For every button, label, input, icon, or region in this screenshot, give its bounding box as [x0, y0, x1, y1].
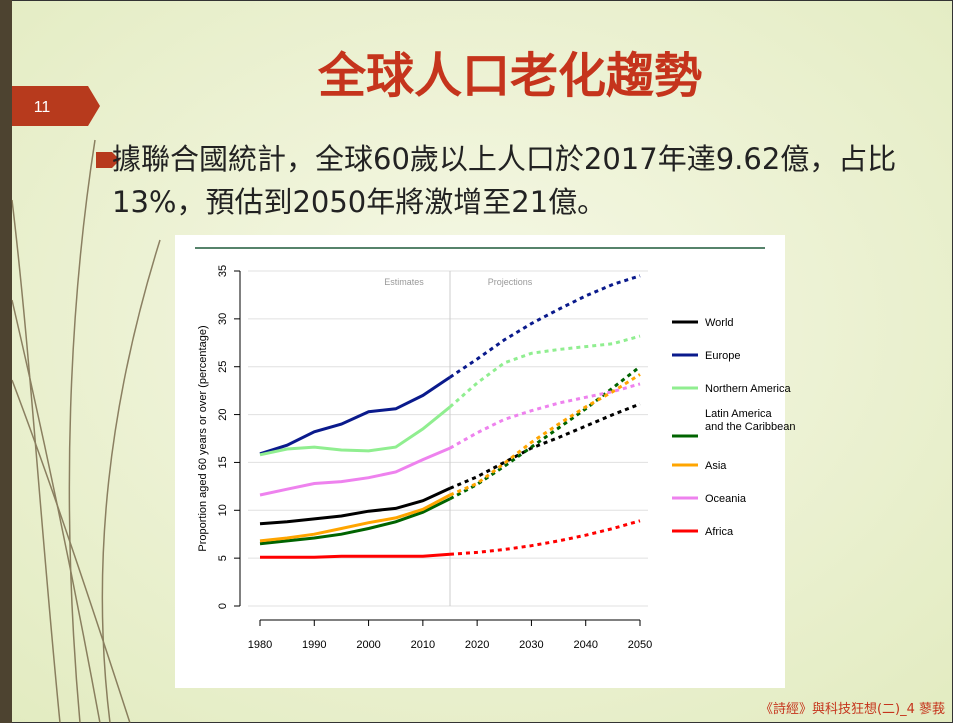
- slide-number: 11: [34, 99, 51, 116]
- bullet-marker: [96, 152, 120, 168]
- y-tick-label: 5: [217, 555, 229, 561]
- x-tick-label: 2030: [519, 639, 543, 651]
- x-tick-label: 1980: [248, 639, 272, 651]
- x-tick-label: 1990: [302, 639, 326, 651]
- projection-line: [449, 365, 641, 501]
- legend-label: World: [705, 317, 734, 329]
- y-tick-label: 10: [217, 504, 229, 516]
- estimate-line: [259, 405, 451, 457]
- x-tick-label: 2040: [573, 639, 597, 651]
- legend-label: Asia: [705, 460, 727, 472]
- legend-label: Latin America and the Caribbean: [705, 408, 796, 433]
- y-tick-label: 35: [217, 265, 229, 277]
- legend-label: Oceania: [705, 493, 747, 505]
- chart-image: [175, 235, 785, 688]
- slide-title: 全球人口老化趨勢: [317, 48, 702, 104]
- x-tick-label: 2050: [628, 639, 652, 651]
- projection-line: [449, 402, 641, 490]
- estimate-line: [259, 446, 451, 497]
- plot: 0 5 10 15 20 25 30 35 Proportion aged 60 years o…: [197, 265, 796, 651]
- x-tick-label: 2020: [465, 639, 489, 651]
- y-tick-label: 15: [217, 456, 229, 468]
- estimate-line: [259, 497, 451, 546]
- footer: 《詩經》與科技狂想(二)_4 蓼莪: [760, 701, 945, 717]
- projection-line: [449, 382, 641, 450]
- y-tick-label: 0: [217, 603, 229, 609]
- estimate-line: [260, 552, 451, 559]
- annotation: Projections: [488, 277, 533, 287]
- projection-line: [449, 519, 641, 556]
- y-tick-label: 20: [217, 408, 229, 420]
- legend-label: Europe: [705, 350, 740, 362]
- estimate-line: [259, 493, 451, 543]
- y-axis-label: Proportion aged 60 years or over (percen…: [197, 325, 209, 551]
- legend-label: Northern America: [705, 383, 791, 395]
- estimate-line: [259, 375, 451, 456]
- legend-label: Africa: [705, 526, 734, 538]
- x-tick-label: 2010: [411, 639, 435, 651]
- left-strip: [0, 0, 12, 723]
- projection-line: [449, 373, 641, 497]
- projection-line: [449, 334, 641, 409]
- annotation: Estimates: [384, 277, 424, 287]
- estimate-line: [259, 486, 451, 526]
- y-tick-label: 30: [217, 313, 229, 325]
- x-tick-label: 2000: [356, 639, 380, 651]
- projection-line: [449, 274, 641, 379]
- y-tick-label: 25: [217, 361, 229, 373]
- decoration: [11, 139, 161, 723]
- slide-number-tag: [12, 86, 100, 126]
- bullet-text: 據聯合國統計，全球60歲以上人口於2017年達9.62億，占比13%，預估到20…: [112, 142, 897, 219]
